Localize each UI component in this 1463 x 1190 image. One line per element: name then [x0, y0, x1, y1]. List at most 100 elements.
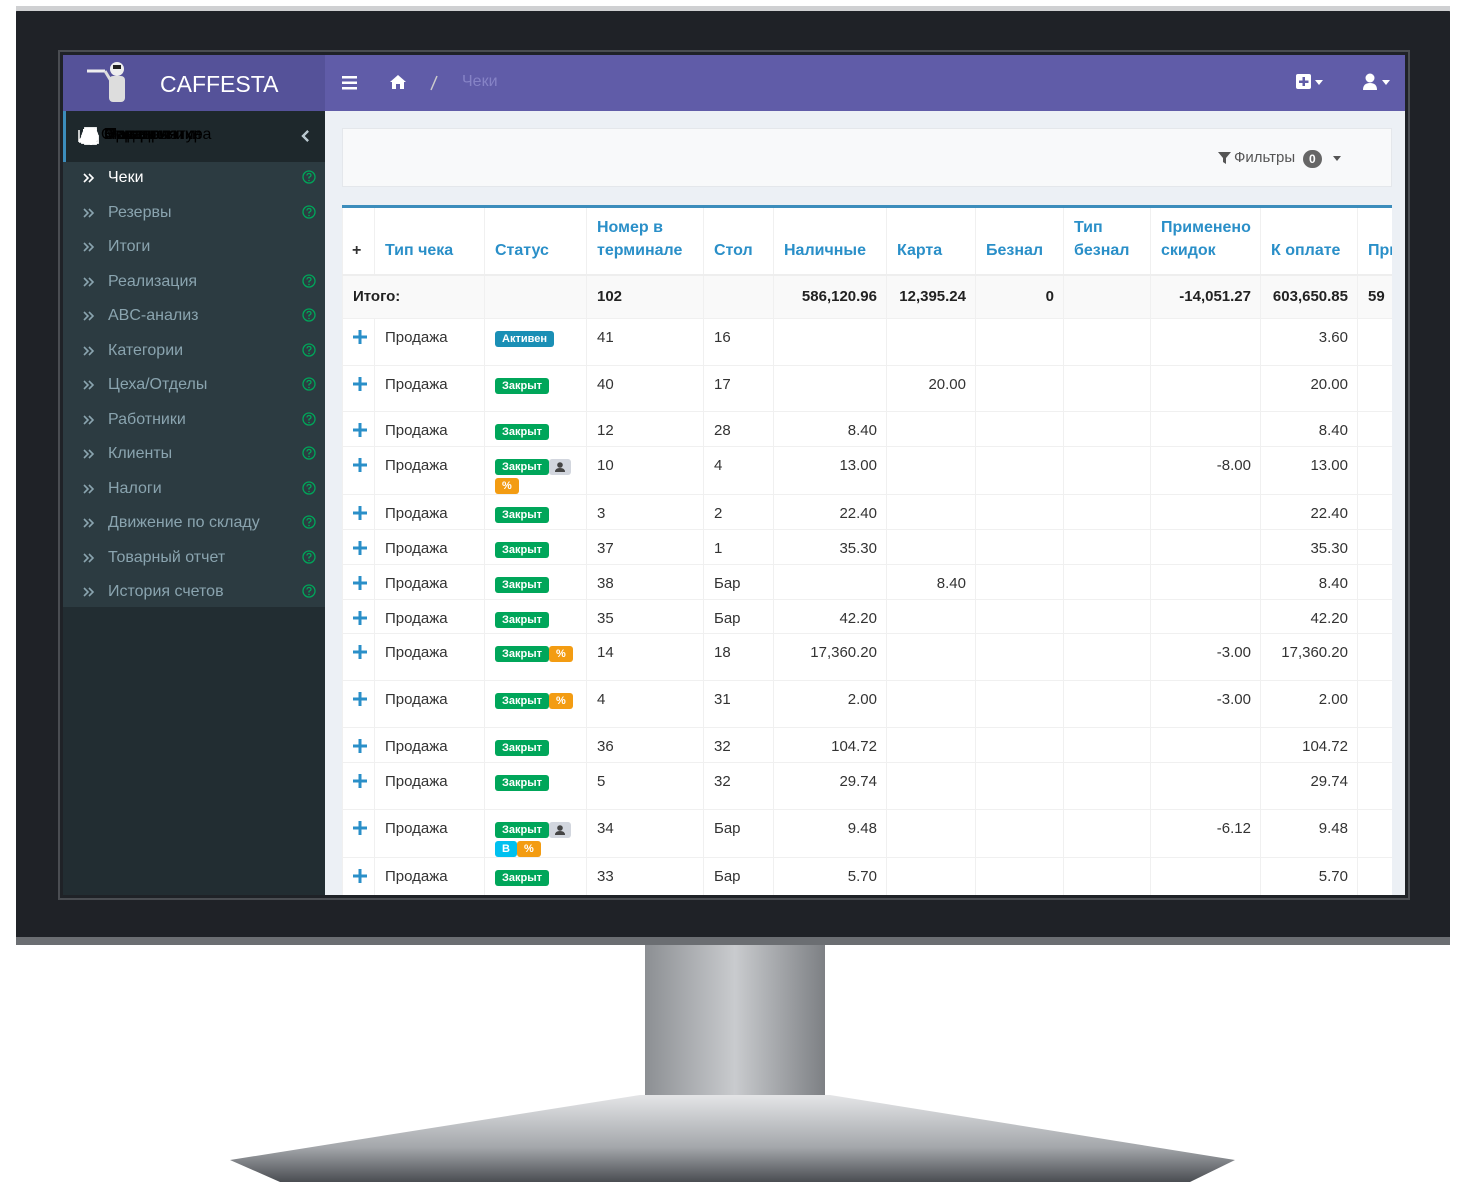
column-header[interactable]: Номер в терминале — [586, 208, 704, 276]
cell — [975, 563, 1064, 599]
home-icon[interactable] — [388, 72, 408, 92]
cell — [975, 679, 1064, 727]
cell: 28 — [703, 410, 774, 446]
help-icon — [302, 204, 316, 219]
check-row: Продажа Закрыт% 4 31 2.00 -3.00 2.00 — [342, 679, 1392, 727]
cell: 29.74 — [1260, 761, 1358, 809]
cell: 8.40 — [1260, 410, 1358, 446]
table-head: + Тип чека Статус Номер в терминале Стол Нали… — [342, 208, 1392, 276]
menu-item[interactable]: Реализация — [108, 272, 198, 290]
expand-button-part — [353, 826, 367, 829]
cell — [1150, 726, 1261, 762]
help-icon-part — [308, 559, 310, 561]
cell — [975, 632, 1064, 680]
logo-icon — [87, 62, 125, 102]
expand-button-part — [353, 616, 367, 619]
check-row: Продажа Активен 41 16 3.60 — [342, 317, 1392, 365]
column-header[interactable]: Тип чека — [374, 208, 485, 276]
cell — [1150, 761, 1261, 809]
expand-button — [353, 540, 367, 555]
add-menu[interactable] — [1295, 72, 1329, 92]
expand-button-part — [353, 581, 367, 584]
menu-item[interactable]: Товарный отчет — [108, 548, 226, 566]
menu-item[interactable]: Итоги — [108, 238, 151, 255]
menu-section[interactable]: Отчеты — [63, 111, 325, 162]
item-arrow — [83, 276, 95, 287]
help-icon-part — [302, 480, 316, 495]
cell — [1150, 563, 1261, 599]
cell — [975, 761, 1064, 809]
cell — [886, 493, 976, 529]
cell: 35.30 — [773, 528, 887, 564]
column-header[interactable]: Стол — [703, 208, 774, 276]
cell: 41 — [586, 317, 704, 365]
cell — [886, 598, 976, 633]
menu-item[interactable]: ABC-анализ — [108, 307, 199, 324]
menu-section-title: Отчеты — [101, 126, 157, 143]
cell: 34 — [586, 808, 704, 857]
check-row: Продажа Закрыт 3 2 22.40 22.40 — [342, 493, 1392, 529]
column-header[interactable]: Наличные — [773, 208, 887, 276]
menu-toggle[interactable] — [340, 73, 360, 93]
item-arrow-part — [83, 414, 90, 425]
menu-item[interactable]: Работники — [108, 410, 186, 428]
column-header[interactable]: Безнал — [975, 208, 1064, 276]
cell — [886, 726, 976, 762]
menu-item[interactable]: Цеха/Отделы — [108, 376, 208, 393]
menu-item[interactable]: Чеки — [108, 169, 144, 186]
expand-cell — [342, 317, 375, 365]
item-arrow — [83, 345, 95, 356]
cell: 5 — [586, 761, 704, 809]
menu-item[interactable]: Резервы — [108, 203, 172, 221]
item-arrow-part — [83, 380, 90, 390]
status-badge: Закрыт — [495, 821, 550, 838]
status-badge: В — [495, 840, 517, 857]
screen: CAFFESTA Чеки Отчеты Чеки Резервы Итоги Реал… — [63, 55, 1405, 895]
help-icon-part — [308, 317, 310, 320]
menu-item[interactable]: Клиенты — [108, 445, 173, 462]
expand-button — [353, 329, 367, 344]
item-arrow-part — [88, 414, 95, 425]
help-icon — [302, 308, 316, 322]
check-row: Продажа Закрыт 40 17 20.00 20.00 — [342, 364, 1392, 411]
cell: Закрыт — [484, 364, 587, 411]
menu-item[interactable]: Движение по складу — [108, 514, 260, 531]
menu-item[interactable]: История счетов — [108, 583, 224, 600]
item-arrow — [83, 311, 95, 321]
cell — [773, 317, 887, 365]
help-icon-part — [302, 273, 316, 288]
column-header[interactable]: При — [1357, 208, 1392, 276]
help-icon-part — [306, 552, 312, 559]
cell: 104.72 — [773, 726, 887, 762]
cell — [773, 364, 887, 411]
expand-cell — [342, 598, 375, 633]
column-header[interactable]: Тип безнал — [1063, 208, 1151, 276]
help-icon-part — [306, 207, 312, 214]
totals-cell: 0 — [975, 274, 1064, 318]
section-icon-part — [82, 129, 97, 143]
item-arrow-part — [83, 242, 90, 252]
column-header[interactable]: Карта — [886, 208, 976, 276]
column-header[interactable]: К оплате — [1260, 208, 1358, 276]
menu-item[interactable]: Категории — [108, 341, 184, 359]
expand-cell — [342, 726, 375, 762]
filter-button[interactable]: Фильтры — [1234, 149, 1296, 166]
logo[interactable]: CAFFESTA — [63, 55, 325, 111]
cell — [1063, 410, 1151, 446]
item-arrow — [83, 518, 95, 528]
totals-label: Итого: — [342, 274, 485, 318]
help-icon-part — [308, 214, 310, 216]
item-arrow-part — [88, 173, 95, 183]
check-row: Продажа Закрыт 38 Бар 8.40 8.40 — [342, 563, 1392, 599]
menu-section[interactable]: Справочники — [63, 126, 325, 462]
top-bar: CAFFESTA Чеки — [63, 55, 1405, 111]
help-icon-part — [302, 342, 316, 357]
user-menu[interactable] — [1362, 72, 1396, 92]
menu-item[interactable]: Налоги — [108, 479, 162, 497]
column-header[interactable]: Статус — [484, 208, 587, 276]
cell: 8.40 — [886, 563, 976, 599]
expand-cell — [342, 679, 375, 727]
table-body: Итого: 102 586,120.96 12,395.24 0 -14,051.27 6… — [342, 274, 1392, 895]
expand-button-part — [353, 428, 367, 431]
column-header[interactable]: Применено скидок — [1150, 208, 1261, 276]
